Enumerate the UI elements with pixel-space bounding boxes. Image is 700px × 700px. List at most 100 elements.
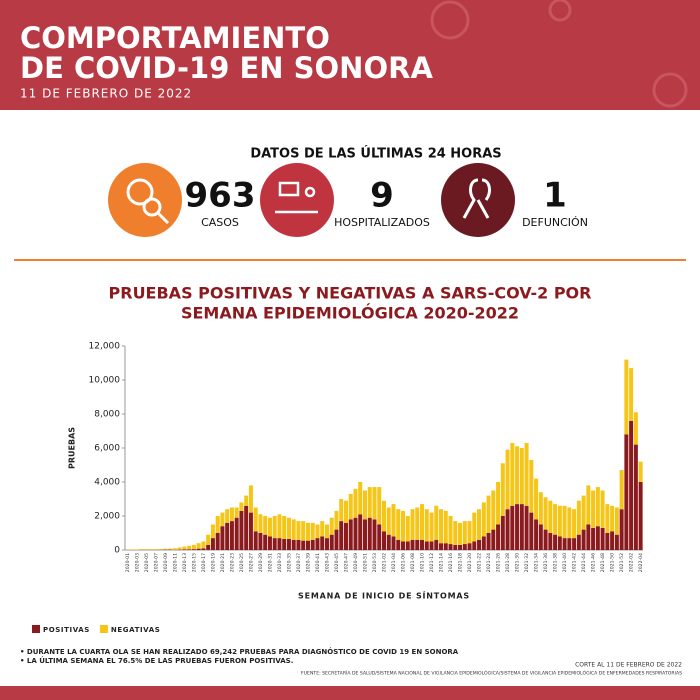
bar-segment	[586, 485, 591, 525]
bar-segment	[553, 504, 558, 535]
bar-segment	[448, 516, 453, 545]
bar-segment	[134, 549, 139, 550]
bar-segment	[562, 505, 567, 539]
x-tick-label: 2021-36	[543, 553, 549, 572]
bar-segment	[638, 461, 643, 482]
x-tick-label: 2021-06	[401, 553, 407, 572]
chart-title: SEMANA EPIDEMIOLÓGICA 2020-2022	[181, 304, 519, 323]
bar-segment	[239, 502, 244, 511]
x-tick-label: 2020-03	[134, 553, 140, 572]
title-line: COMPORTAMIENTO	[20, 21, 330, 55]
x-tick-label: 2020-53	[372, 553, 378, 572]
bar-segment	[420, 504, 425, 540]
bar-segment	[591, 527, 596, 550]
bar-segment	[144, 549, 149, 550]
bar-segment	[396, 539, 401, 550]
x-tick-label: 2020-51	[362, 553, 368, 572]
bar-segment	[443, 510, 448, 544]
bar-segment	[510, 442, 515, 506]
bar-segment	[201, 541, 206, 549]
bar-segment	[619, 509, 624, 550]
y-axis-label: PRUEBAS	[68, 427, 77, 469]
bar-segment	[391, 504, 396, 537]
bar-segment	[614, 534, 619, 550]
bar-segment	[605, 533, 610, 550]
bar-segment	[272, 516, 277, 539]
bar-segment	[486, 533, 491, 550]
bar-segment	[557, 505, 562, 537]
bar-segment	[196, 548, 201, 550]
bar-segment	[291, 539, 296, 550]
x-tick-label: 2020-07	[153, 553, 159, 572]
bar-segment	[405, 516, 410, 542]
bar-segment	[553, 534, 558, 550]
bar-segment	[329, 517, 334, 535]
bar-segment	[301, 540, 306, 550]
bar-segment	[519, 504, 524, 550]
note: • DURANTE LA CUARTA OLA SE HAN REALIZADO…	[20, 647, 459, 656]
cases-icon	[108, 163, 182, 237]
y-tick-label: 2,000	[94, 512, 120, 522]
bar-segment	[210, 538, 215, 550]
y-tick-label: 10,000	[89, 376, 121, 386]
x-tick-label: 2020-49	[353, 553, 359, 572]
x-tick-label: 2020-05	[144, 553, 150, 572]
bar-segment	[182, 546, 187, 550]
bar-segment	[158, 548, 163, 550]
bar-segment	[439, 509, 444, 544]
bar-segment	[529, 459, 534, 513]
footer-band	[0, 686, 700, 700]
x-tick-label: 2021-28	[505, 553, 511, 572]
x-tick-label: 2021-42	[572, 553, 578, 572]
bar-segment	[496, 482, 501, 525]
bar-segment	[315, 524, 320, 539]
bar-segment	[187, 549, 192, 550]
cutoff: CORTE AL 11 DE FEBRERO DE 2022	[575, 662, 682, 669]
bar-segment	[372, 487, 377, 520]
cases-icon-glyph	[126, 178, 170, 225]
bar-segment	[434, 505, 439, 540]
bar-segment	[386, 507, 391, 535]
bar-segment	[600, 490, 605, 528]
stat-label: CASOS	[201, 216, 239, 229]
x-tick-label: 2021-08	[410, 553, 416, 572]
bar-segment	[263, 534, 268, 550]
bar-segment	[500, 516, 505, 550]
bar-segment	[253, 531, 258, 550]
bar-segment	[472, 512, 477, 542]
bar-segment	[624, 359, 629, 435]
stats-heading: DATOS DE LAS ÚLTIMAS 24 HORAS	[250, 146, 501, 162]
bar-segment	[576, 534, 581, 550]
bar-segment	[424, 541, 429, 550]
bar-segment	[272, 538, 277, 550]
bar-segment	[572, 509, 577, 539]
x-tick-label: 2021-20	[467, 553, 473, 572]
bar-segment	[201, 548, 206, 550]
title-line: DE COVID-19 EN SONORA	[20, 51, 433, 85]
bar-segment	[163, 548, 168, 550]
y-tick-label: 4,000	[94, 478, 120, 488]
x-tick-label: 2020-39	[305, 553, 311, 572]
x-tick-label: 2020-17	[201, 553, 207, 572]
bar-segment	[581, 495, 586, 530]
x-tick-label: 2020-27	[248, 553, 254, 572]
bar-segment	[277, 514, 282, 539]
bar-segment	[305, 522, 310, 541]
bar-segment	[296, 539, 301, 550]
bar-segment	[401, 510, 406, 542]
bar-segment	[206, 534, 211, 545]
bar-segment	[434, 539, 439, 550]
ribbon-glyph	[462, 178, 491, 219]
bar-segment	[343, 522, 348, 550]
x-tick-label: 2021-24	[486, 553, 492, 572]
x-tick-label: 2020-43	[324, 553, 330, 572]
bar-segment	[310, 539, 315, 550]
bar-segment	[225, 509, 230, 523]
bar-segment	[286, 538, 291, 550]
bar-segment	[567, 538, 572, 550]
x-tick-label: 2021-18	[458, 553, 464, 572]
bar-segment	[229, 521, 234, 550]
bar-segment	[462, 521, 467, 545]
